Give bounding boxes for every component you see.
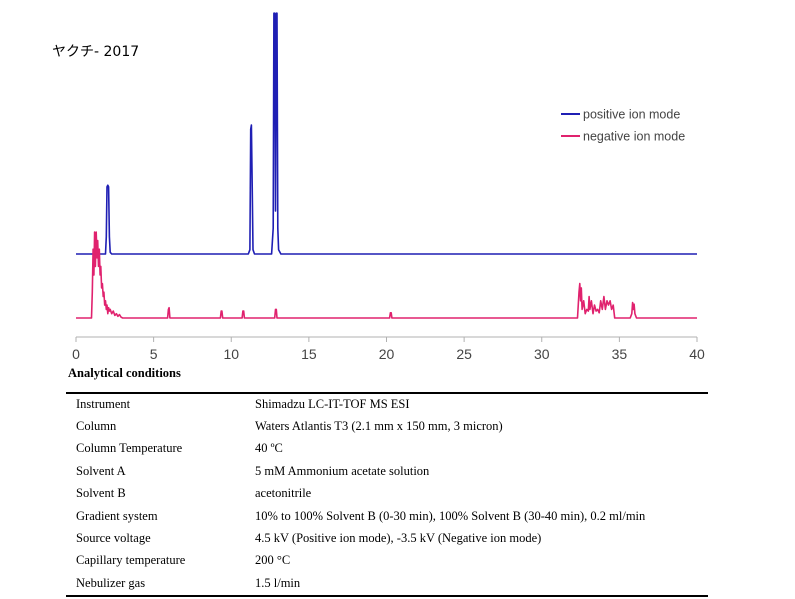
series-line-negative	[76, 231, 697, 319]
chart-title: ヤクチ- 2017	[52, 44, 139, 60]
value-cell: 40 ºC	[255, 441, 283, 456]
table-row: Column Waters Atlantis T3 (2.1 mm x 150 m…	[66, 415, 708, 437]
x-tick-label: 35	[612, 346, 628, 362]
table-row: Solvent B acetonitrile	[66, 483, 708, 505]
value-cell: 10% to 100% Solvent B (0-30 min), 100% S…	[255, 508, 646, 523]
table-row: Column Temperature 40 ºC	[66, 438, 708, 460]
table-row: Nebulizer gas 1.5 l/min	[66, 572, 708, 594]
table-top-rule	[66, 392, 708, 394]
parameter-cell: Instrument	[76, 396, 131, 411]
value-cell: Waters Atlantis T3 (2.1 mm x 150 mm, 3 m…	[255, 419, 503, 434]
x-tick-label: 0	[72, 346, 80, 362]
parameter-cell: Source voltage	[76, 531, 151, 546]
x-tick-label: 20	[379, 346, 395, 362]
x-tick-label: 40	[689, 346, 705, 362]
value-cell: 4.5 kV (Positive ion mode), -3.5 kV (Neg…	[255, 531, 542, 546]
parameter-cell: Capillary temperature	[76, 553, 186, 568]
conditions-table: Instrument Shimadzu LC-IT-TOF MS ESI Colum…	[66, 393, 708, 595]
table-row: Gradient system 10% to 100% Solvent B (0-…	[66, 505, 708, 527]
table-row: Instrument Shimadzu LC-IT-TOF MS ESI	[66, 393, 708, 415]
x-tick-label: 10	[223, 346, 239, 362]
chromatogram-chart: ヤクチ- 2017 0 5 10 15 20 25 30 35 40 positive ion …	[52, 12, 705, 362]
conditions-title: Analytical conditions	[68, 366, 181, 380]
series-line-positive	[76, 12, 697, 255]
table-row: Solvent A 5 mM Ammonium acetate solution	[66, 460, 708, 482]
value-cell: acetonitrile	[255, 486, 312, 501]
legend-label: negative ion mode	[583, 130, 685, 144]
parameter-cell: Solvent B	[76, 486, 126, 501]
table-row: Source voltage 4.5 kV (Positive ion mode)…	[66, 527, 708, 549]
x-tick-label: 5	[150, 346, 158, 362]
value-cell: 5 mM Ammonium acetate solution	[255, 463, 430, 478]
table-bottom-rule	[66, 595, 708, 597]
x-tick-label: 25	[456, 346, 472, 362]
table-row: Capillary temperature 200 °C	[66, 550, 708, 572]
parameter-cell: Gradient system	[76, 508, 158, 523]
x-tick-label: 15	[301, 346, 317, 362]
parameter-cell: Solvent A	[76, 463, 126, 478]
value-cell: 200 °C	[255, 553, 291, 568]
parameter-cell: Column	[76, 419, 117, 434]
parameter-cell: Column Temperature	[76, 441, 183, 456]
legend-label: positive ion mode	[583, 108, 680, 122]
parameter-cell: Nebulizer gas	[76, 575, 146, 590]
x-tick-label: 30	[534, 346, 550, 362]
value-cell: 1.5 l/min	[255, 575, 301, 590]
value-cell: Shimadzu LC-IT-TOF MS ESI	[255, 396, 410, 411]
